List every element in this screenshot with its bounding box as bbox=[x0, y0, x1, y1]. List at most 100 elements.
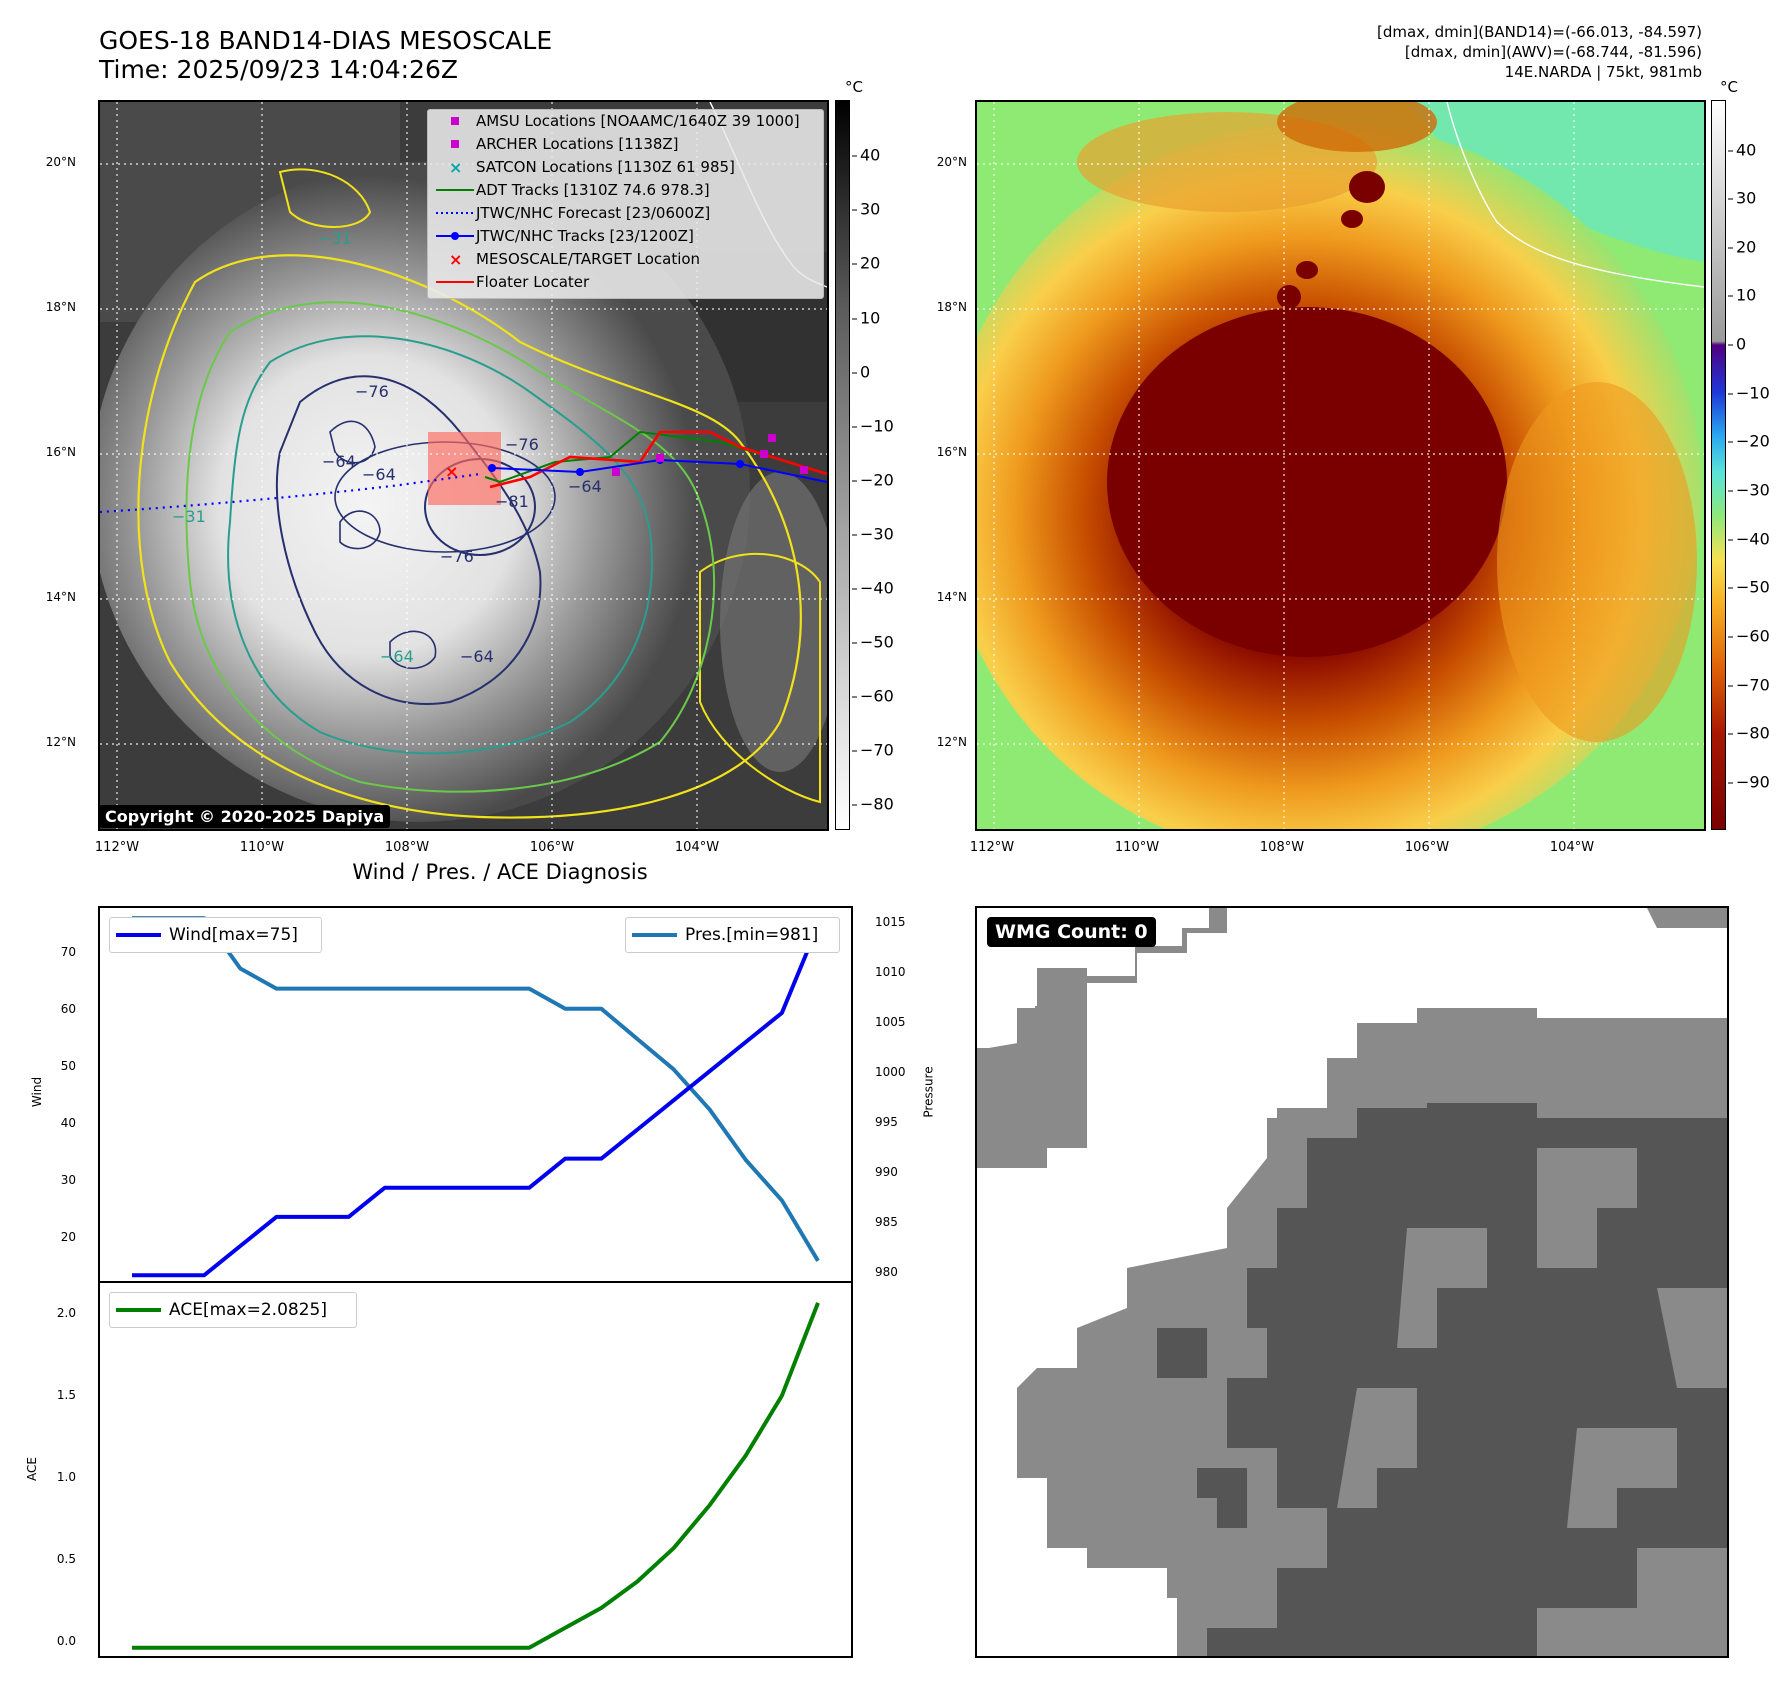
legend-adt: ADT Tracks [1310Z 74.6 978.3] bbox=[434, 180, 710, 200]
wind-axis-label: Wind bbox=[30, 1076, 45, 1108]
contour-label: −64 bbox=[460, 647, 494, 666]
wind-tick: 30 bbox=[60, 1173, 76, 1187]
wind-tick: 70 bbox=[60, 945, 76, 959]
cb-left-tick: −40 bbox=[852, 578, 894, 598]
copyright-badge: Copyright © 2020-2025 Dapiya bbox=[99, 805, 391, 828]
pressure-legend-line bbox=[632, 933, 677, 937]
ace-axis-label: ACE bbox=[24, 1457, 39, 1481]
wind-tick: 20 bbox=[60, 1230, 76, 1244]
legend-tracks-label: JTWC/NHC Tracks [23/1200Z] bbox=[476, 227, 694, 245]
cb-left-tick: 30 bbox=[851, 199, 881, 219]
pressure-legend: Pres.[min=981] bbox=[625, 917, 840, 953]
contour-label: −76 bbox=[440, 547, 474, 566]
lon-label: 106°W bbox=[529, 840, 575, 855]
stats-line-1: [dmax, dmin](BAND14)=(-66.013, -84.597) bbox=[1377, 23, 1702, 41]
ace-series-line bbox=[132, 1302, 820, 1650]
awv-map-panel bbox=[975, 100, 1706, 831]
legend-tracks: JTWC/NHC Tracks [23/1200Z] bbox=[434, 226, 694, 246]
contour-label: −31 bbox=[318, 229, 352, 248]
lat-label: 20°N bbox=[936, 155, 967, 169]
tracks-dot bbox=[451, 232, 459, 240]
lat-label: 12°N bbox=[936, 735, 967, 749]
lat-label: 16°N bbox=[45, 445, 76, 459]
pressure-legend-label: Pres.[min=981] bbox=[685, 925, 819, 945]
lon-label: 106°W bbox=[1404, 840, 1450, 855]
cb-left-tick: 10 bbox=[851, 308, 881, 328]
lon-label: 104°W bbox=[674, 840, 720, 855]
contour-label: −64 bbox=[568, 477, 602, 496]
stats-block: [dmax, dmin](BAND14)=(-66.013, -84.597) … bbox=[1377, 22, 1702, 82]
svg-text:×: × bbox=[445, 462, 458, 481]
cb-left-tick: −80 bbox=[852, 794, 894, 814]
lat-label: 14°N bbox=[936, 590, 967, 604]
cb-right-tick: −50 bbox=[1728, 577, 1770, 597]
wmg-count-badge: WMG Count: 0 bbox=[987, 917, 1156, 947]
legend-amsu: AMSU Locations [NOAAMC/1640Z 39 1000] bbox=[434, 111, 800, 131]
contour-label: −31 bbox=[172, 507, 206, 526]
cb-left-tick: −50 bbox=[852, 632, 894, 652]
contour-label: −76 bbox=[355, 382, 389, 401]
legend-forecast-label: JTWC/NHC Forecast [23/0600Z] bbox=[476, 204, 711, 222]
lon-label: 108°W bbox=[384, 840, 430, 855]
lon-label: 110°W bbox=[239, 840, 285, 855]
cb-left-tick: 20 bbox=[851, 253, 881, 273]
cb-left-tick: 0 bbox=[851, 362, 871, 382]
ace-legend: ACE[max=2.0825] bbox=[109, 1292, 357, 1328]
cb-right-tick: −40 bbox=[1728, 529, 1770, 549]
colorbar-right-unit: °C bbox=[1720, 78, 1738, 96]
map-legend: AMSU Locations [NOAAMC/1640Z 39 1000] AR… bbox=[427, 109, 824, 299]
figure-title: GOES-18 BAND14-DIAS MESOSCALE Time: 2025… bbox=[99, 26, 552, 84]
wind-pressure-panel bbox=[98, 906, 853, 1283]
wind-pressure-plot bbox=[132, 916, 820, 1278]
lat-label: 18°N bbox=[45, 300, 76, 314]
cb-right-tick: 40 bbox=[1727, 140, 1757, 160]
cb-right-tick: 20 bbox=[1727, 237, 1757, 257]
ace-tick: 2.0 bbox=[56, 1306, 76, 1320]
cb-right-tick: 30 bbox=[1727, 188, 1757, 208]
pressure-tick: 995 bbox=[875, 1115, 898, 1129]
wind-tick: 50 bbox=[60, 1059, 76, 1073]
stats-line-2: [dmax, dmin](AWV)=(-68.744, -81.596) bbox=[1404, 43, 1702, 61]
legend-target-label: MESOSCALE/TARGET Location bbox=[476, 250, 701, 268]
legend-satcon-label: SATCON Locations [1130Z 61 985] bbox=[476, 158, 735, 176]
lat-label: 12°N bbox=[45, 735, 76, 749]
legend-floater: Floater Locater bbox=[434, 272, 589, 292]
legend-archer: ARCHER Locations [1138Z] bbox=[434, 134, 679, 154]
contour-label: −64 bbox=[362, 465, 396, 484]
cb-right-tick: −20 bbox=[1728, 431, 1770, 451]
wmg-panel bbox=[975, 906, 1729, 1658]
colorbar-right bbox=[1711, 100, 1726, 830]
lat-label: 20°N bbox=[45, 155, 76, 169]
wind-legend-label: Wind[max=75] bbox=[169, 925, 298, 945]
cb-left-tick: −20 bbox=[852, 470, 894, 490]
ace-legend-label: ACE[max=2.0825] bbox=[169, 1300, 327, 1320]
pressure-tick: 1000 bbox=[875, 1065, 906, 1079]
pressure-tick: 985 bbox=[875, 1215, 898, 1229]
lat-label: 14°N bbox=[45, 590, 76, 604]
ace-tick: 1.0 bbox=[56, 1470, 76, 1484]
lat-label: 18°N bbox=[936, 300, 967, 314]
lon-label: 112°W bbox=[94, 840, 140, 855]
lon-label: 108°W bbox=[1259, 840, 1305, 855]
lon-label: 110°W bbox=[1114, 840, 1160, 855]
stats-line-3: 14E.NARDA | 75kt, 981mb bbox=[1504, 63, 1702, 81]
cb-right-tick: 0 bbox=[1727, 334, 1747, 354]
lat-label: 16°N bbox=[936, 445, 967, 459]
cb-right-tick: −70 bbox=[1728, 675, 1770, 695]
pressure-series-line bbox=[132, 916, 820, 1262]
cb-left-tick: 40 bbox=[851, 145, 881, 165]
archer-marker bbox=[451, 140, 459, 148]
wind-series-line bbox=[132, 924, 820, 1278]
legend-adt-label: ADT Tracks [1310Z 74.6 978.3] bbox=[476, 181, 710, 199]
cb-right-tick: −80 bbox=[1728, 723, 1770, 743]
pressure-tick: 1010 bbox=[875, 965, 906, 979]
target-marker: × bbox=[449, 250, 462, 269]
pressure-tick: 1005 bbox=[875, 1015, 906, 1029]
pressure-tick: 1015 bbox=[875, 915, 906, 929]
title-line-1: GOES-18 BAND14-DIAS MESOSCALE bbox=[99, 26, 553, 55]
legend-archer-label: ARCHER Locations [1138Z] bbox=[476, 135, 679, 153]
awv-map-image bbox=[977, 102, 1704, 829]
ace-panel bbox=[98, 1281, 853, 1658]
legend-forecast: JTWC/NHC Forecast [23/0600Z] bbox=[434, 203, 710, 223]
cb-right-tick: −30 bbox=[1728, 480, 1770, 500]
